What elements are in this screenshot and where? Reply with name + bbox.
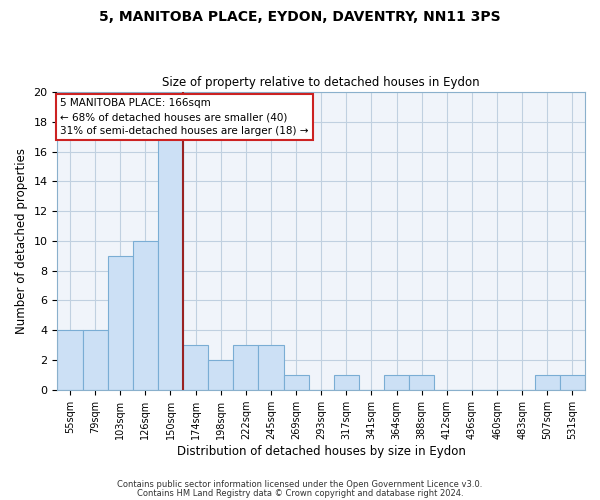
Bar <box>259 345 284 390</box>
Bar <box>409 375 434 390</box>
Bar <box>58 330 83 390</box>
Bar <box>83 330 107 390</box>
Bar <box>233 345 259 390</box>
Bar <box>208 360 233 390</box>
Text: 5, MANITOBA PLACE, EYDON, DAVENTRY, NN11 3PS: 5, MANITOBA PLACE, EYDON, DAVENTRY, NN11… <box>99 10 501 24</box>
Text: Contains public sector information licensed under the Open Government Licence v3: Contains public sector information licen… <box>118 480 482 489</box>
Bar <box>284 375 308 390</box>
Bar <box>133 241 158 390</box>
Bar <box>334 375 359 390</box>
Bar <box>107 256 133 390</box>
Bar <box>183 345 208 390</box>
Y-axis label: Number of detached properties: Number of detached properties <box>15 148 28 334</box>
Bar <box>384 375 409 390</box>
Title: Size of property relative to detached houses in Eydon: Size of property relative to detached ho… <box>163 76 480 90</box>
Text: Contains HM Land Registry data © Crown copyright and database right 2024.: Contains HM Land Registry data © Crown c… <box>137 488 463 498</box>
X-axis label: Distribution of detached houses by size in Eydon: Distribution of detached houses by size … <box>177 444 466 458</box>
Bar <box>158 136 183 390</box>
Text: 5 MANITOBA PLACE: 166sqm
← 68% of detached houses are smaller (40)
31% of semi-d: 5 MANITOBA PLACE: 166sqm ← 68% of detach… <box>60 98 308 136</box>
Bar <box>560 375 585 390</box>
Bar <box>535 375 560 390</box>
